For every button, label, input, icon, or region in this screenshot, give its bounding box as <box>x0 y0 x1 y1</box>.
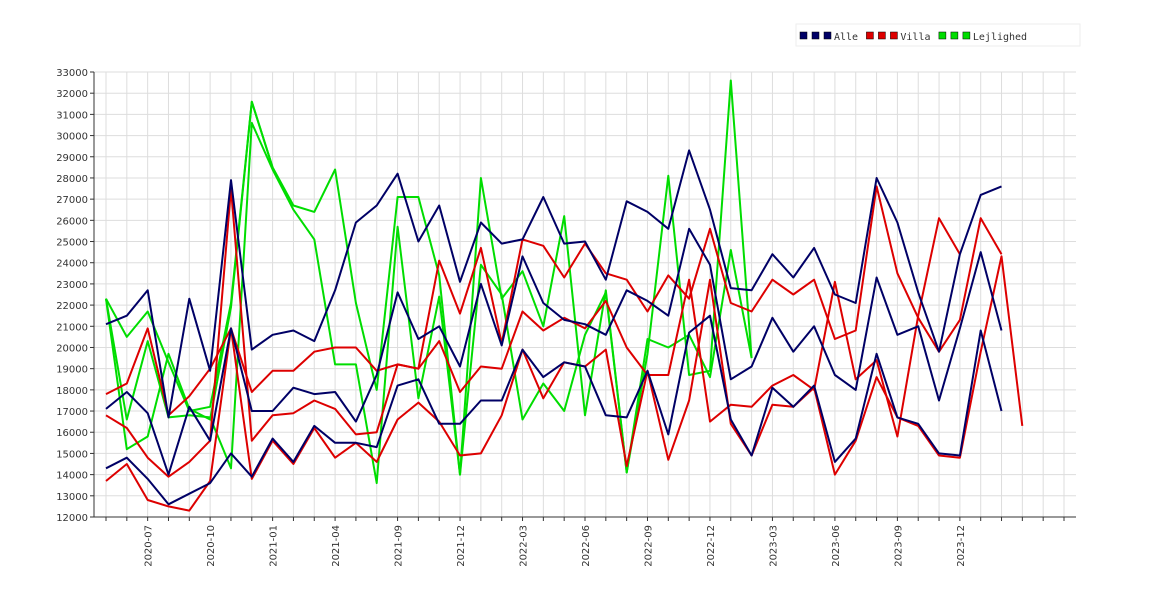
series-line-villa <box>105 185 1003 478</box>
x-tick-label: 2023-12 <box>956 525 967 567</box>
y-tick-label: 33000 <box>56 68 88 79</box>
legend: Alle Villa Lejlighed <box>795 23 1081 47</box>
x-tick-label: 2023-09 <box>893 525 904 567</box>
series-line-alle <box>105 227 1003 476</box>
y-tick-label: 14000 <box>56 471 88 482</box>
y-tick-label: 24000 <box>56 259 88 270</box>
x-tick-label: 2021-09 <box>394 525 405 567</box>
x-tick-label: 2022-06 <box>581 525 592 567</box>
y-tick-label: 32000 <box>56 89 88 100</box>
legend-label-alle: Alle <box>834 32 858 43</box>
y-tick-label: 19000 <box>56 365 88 376</box>
x-tick-label: 2022-09 <box>643 525 654 567</box>
series-layer <box>105 79 1024 512</box>
y-tick-label: 21000 <box>56 322 88 333</box>
y-tick-label: 26000 <box>56 216 88 227</box>
legend-swatch-villa <box>890 31 898 40</box>
y-tick-label: 16000 <box>56 428 88 439</box>
x-tick-label: 2022-03 <box>519 525 530 567</box>
x-tick-label: 2020-10 <box>206 525 217 567</box>
x-tick-label: 2023-03 <box>768 525 779 567</box>
legend-swatch-alle <box>799 31 808 40</box>
y-tick-label: 12000 <box>56 513 88 524</box>
y-tick-label: 17000 <box>56 407 88 418</box>
grid-layer <box>94 71 1076 518</box>
x-tick-label: 2022-12 <box>706 525 717 567</box>
legend-label-villa: Villa <box>900 32 930 43</box>
x-tick-label: 2021-04 <box>331 525 342 567</box>
series-line-alle <box>105 314 1003 506</box>
legend-label-lejlighed: Lejlighed <box>973 32 1027 43</box>
y-tick-label: 28000 <box>56 174 88 185</box>
legend-swatch-villa <box>878 31 886 40</box>
x-tick-label: 2021-01 <box>269 525 280 567</box>
y-tick-label: 20000 <box>56 343 88 354</box>
legend-swatch-villa <box>866 31 874 40</box>
x-tick-label: 2021-12 <box>456 525 467 567</box>
legend-box <box>795 23 1081 47</box>
legend-swatch-alle <box>811 31 820 40</box>
legend-swatch-alle <box>823 31 832 40</box>
y-tick-label: 18000 <box>56 386 88 397</box>
legend-swatch-lejlighed <box>950 31 959 40</box>
legend-swatch-lejlighed <box>938 31 947 40</box>
series-line-villa <box>105 217 961 438</box>
y-tick-label: 22000 <box>56 301 88 312</box>
y-tick-label: 13000 <box>56 492 88 503</box>
y-tick-label: 23000 <box>56 280 88 291</box>
legend-swatch-lejlighed <box>962 31 971 40</box>
y-tick-label: 27000 <box>56 195 88 206</box>
y-tick-label: 25000 <box>56 238 88 249</box>
y-tick-label: 15000 <box>56 449 88 460</box>
y-tick-label: 29000 <box>56 153 88 164</box>
x-tick-label: 2023-06 <box>831 525 842 567</box>
y-tick-label: 31000 <box>56 110 88 121</box>
axis-layer: 12000 13000 14000 15000 16000 17000 18000 19000… <box>56 68 1076 567</box>
x-tick-label: 2020-07 <box>144 525 155 567</box>
y-tick-label: 30000 <box>56 132 88 143</box>
series-line-alle <box>105 149 1002 419</box>
